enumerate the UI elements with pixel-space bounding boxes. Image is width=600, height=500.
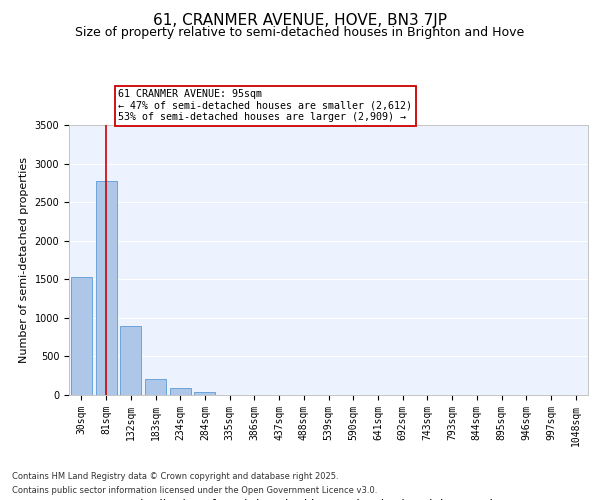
Y-axis label: Number of semi-detached properties: Number of semi-detached properties	[19, 157, 29, 363]
Text: Size of property relative to semi-detached houses in Brighton and Hove: Size of property relative to semi-detach…	[76, 26, 524, 39]
Bar	[71, 277, 92, 395]
Bar	[170, 388, 191, 395]
Bar	[194, 392, 215, 395]
Text: Contains public sector information licensed under the Open Government Licence v3: Contains public sector information licen…	[12, 486, 377, 495]
X-axis label: Distribution of semi-detached houses by size in Brighton and Hove: Distribution of semi-detached houses by …	[131, 498, 526, 500]
Text: Contains HM Land Registry data © Crown copyright and database right 2025.: Contains HM Land Registry data © Crown c…	[12, 472, 338, 481]
Bar	[120, 326, 141, 395]
Text: 61, CRANMER AVENUE, HOVE, BN3 7JP: 61, CRANMER AVENUE, HOVE, BN3 7JP	[153, 12, 447, 28]
Bar	[95, 180, 116, 395]
Text: 61 CRANMER AVENUE: 95sqm
← 47% of semi-detached houses are smaller (2,612)
53% o: 61 CRANMER AVENUE: 95sqm ← 47% of semi-d…	[118, 89, 412, 122]
Bar	[145, 379, 166, 395]
